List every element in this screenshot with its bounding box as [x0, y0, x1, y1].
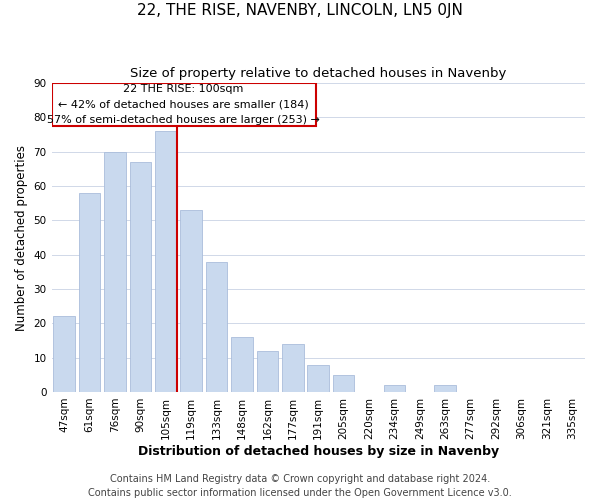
- Text: Contains HM Land Registry data © Crown copyright and database right 2024.
Contai: Contains HM Land Registry data © Crown c…: [88, 474, 512, 498]
- Bar: [206, 262, 227, 392]
- Bar: [282, 344, 304, 392]
- Bar: [104, 152, 126, 392]
- Bar: [130, 162, 151, 392]
- Y-axis label: Number of detached properties: Number of detached properties: [15, 144, 28, 330]
- Text: 22, THE RISE, NAVENBY, LINCOLN, LN5 0JN: 22, THE RISE, NAVENBY, LINCOLN, LN5 0JN: [137, 2, 463, 18]
- X-axis label: Distribution of detached houses by size in Navenby: Distribution of detached houses by size …: [138, 444, 499, 458]
- Bar: [333, 375, 355, 392]
- Bar: [231, 337, 253, 392]
- Bar: [383, 385, 405, 392]
- Bar: [307, 364, 329, 392]
- Bar: [52, 83, 316, 126]
- Title: Size of property relative to detached houses in Navenby: Size of property relative to detached ho…: [130, 68, 506, 80]
- Bar: [79, 193, 100, 392]
- Bar: [181, 210, 202, 392]
- Bar: [257, 351, 278, 392]
- Bar: [434, 385, 456, 392]
- Bar: [53, 316, 75, 392]
- Text: 22 THE RISE: 100sqm
← 42% of detached houses are smaller (184)
57% of semi-detac: 22 THE RISE: 100sqm ← 42% of detached ho…: [47, 84, 320, 125]
- Bar: [155, 131, 176, 392]
